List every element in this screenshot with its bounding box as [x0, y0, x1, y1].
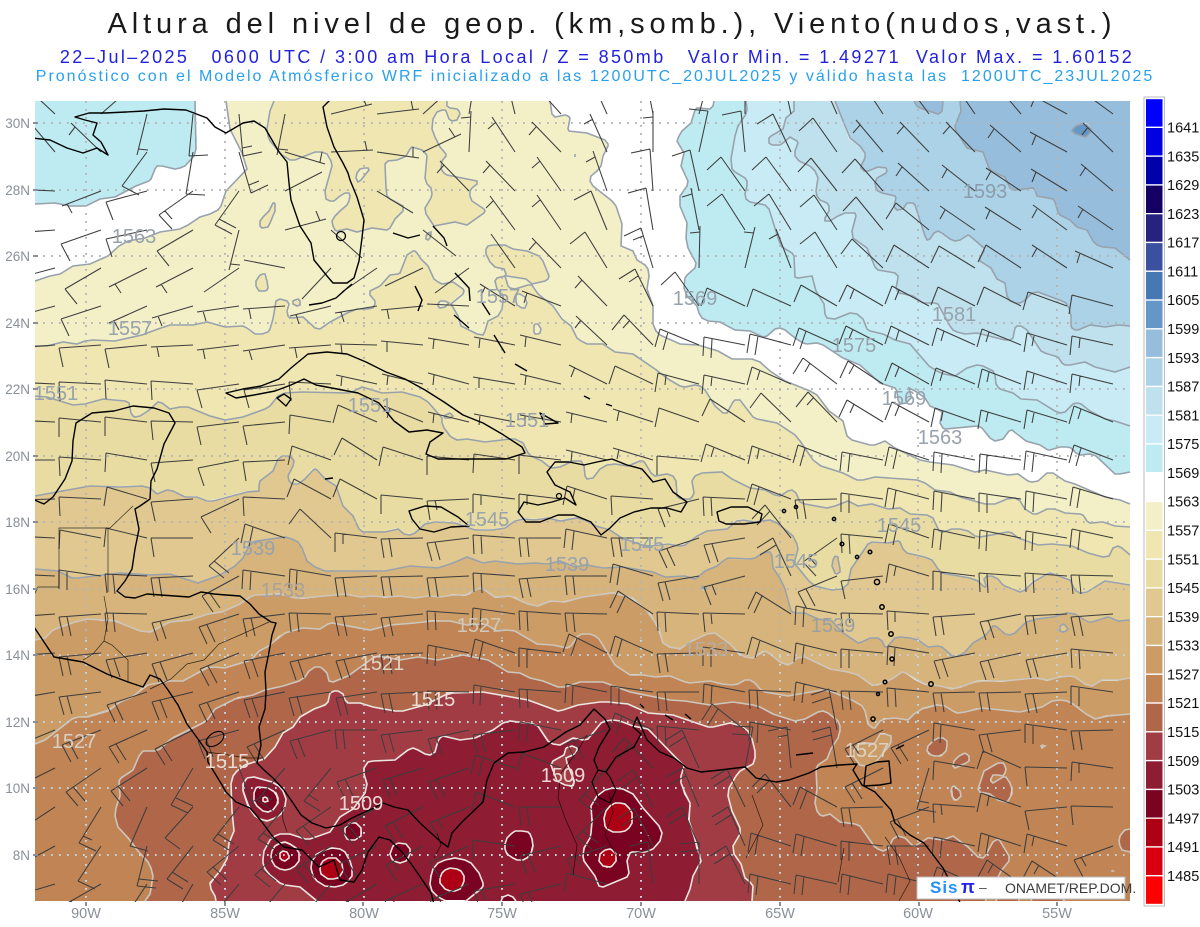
- svg-text:1533: 1533: [1167, 639, 1199, 655]
- svg-text:22–Jul–2025 0600 UTC / 3:00: 22–Jul–2025 0600 UTC / 3:00 am Hora Loca…: [60, 47, 1134, 67]
- svg-text:85W: 85W: [210, 906, 240, 922]
- svg-text:1527: 1527: [1167, 667, 1199, 683]
- svg-text:1587: 1587: [1167, 380, 1199, 396]
- svg-text:Pronóstico con el Modelo Atmós: Pronóstico con el Modelo Atmósferico WRF…: [36, 68, 1154, 85]
- svg-text:1581: 1581: [932, 304, 977, 326]
- svg-text:π: π: [961, 877, 975, 897]
- svg-text:ONAMET/REP.DOM.: ONAMET/REP.DOM.: [1005, 880, 1136, 896]
- svg-text:1539: 1539: [811, 615, 856, 637]
- svg-text:1527: 1527: [52, 731, 97, 753]
- svg-text:–: –: [979, 879, 987, 895]
- svg-text:1509: 1509: [541, 765, 586, 787]
- svg-text:1635: 1635: [1167, 149, 1199, 165]
- svg-text:1611: 1611: [1167, 264, 1198, 280]
- svg-text:90W: 90W: [71, 906, 101, 922]
- svg-text:1563: 1563: [112, 226, 157, 248]
- svg-text:1539: 1539: [1167, 610, 1199, 626]
- svg-text:10N: 10N: [5, 781, 30, 796]
- svg-text:20N: 20N: [5, 449, 30, 464]
- svg-text:1617: 1617: [1167, 236, 1199, 252]
- svg-text:1539: 1539: [231, 538, 276, 560]
- svg-text:1557: 1557: [108, 318, 153, 340]
- svg-text:1551: 1551: [348, 395, 393, 417]
- svg-text:1575: 1575: [832, 335, 877, 357]
- svg-text:30N: 30N: [5, 116, 30, 131]
- svg-text:Sis: Sis: [930, 878, 959, 897]
- svg-text:18N: 18N: [5, 515, 30, 530]
- svg-text:1569: 1569: [673, 288, 718, 310]
- svg-text:1545: 1545: [1167, 581, 1199, 597]
- svg-text:1581: 1581: [1167, 408, 1199, 424]
- svg-text:1497: 1497: [1167, 811, 1199, 827]
- svg-text:1593: 1593: [963, 181, 1008, 203]
- svg-text:14N: 14N: [5, 648, 30, 663]
- svg-text:1545: 1545: [877, 515, 922, 537]
- svg-text:1515: 1515: [1167, 725, 1199, 741]
- svg-text:1551: 1551: [1167, 552, 1199, 568]
- svg-text:1605: 1605: [1167, 293, 1199, 309]
- svg-text:80W: 80W: [349, 906, 379, 922]
- svg-text:1551: 1551: [34, 383, 79, 405]
- svg-text:1557: 1557: [1167, 524, 1199, 540]
- svg-text:1515: 1515: [411, 689, 456, 711]
- svg-text:1527: 1527: [845, 740, 890, 762]
- svg-text:55W: 55W: [1042, 906, 1072, 922]
- svg-text:1521: 1521: [360, 653, 405, 675]
- svg-text:1569: 1569: [1167, 466, 1199, 482]
- svg-text:1503: 1503: [1167, 783, 1199, 799]
- svg-text:1485: 1485: [1167, 869, 1199, 885]
- svg-text:12N: 12N: [5, 715, 30, 730]
- svg-text:1539: 1539: [545, 554, 590, 576]
- svg-text:1563: 1563: [918, 427, 963, 449]
- svg-text:1623: 1623: [1167, 207, 1199, 223]
- svg-text:26N: 26N: [5, 249, 30, 264]
- svg-text:24N: 24N: [5, 316, 30, 331]
- svg-text:Altura del nivel de geop. (km,: Altura del nivel de geop. (km,somb.), Vi…: [108, 8, 1117, 40]
- svg-text:75W: 75W: [487, 906, 517, 922]
- svg-text:1551: 1551: [505, 410, 550, 432]
- svg-text:1557: 1557: [476, 286, 521, 308]
- svg-text:1509: 1509: [1167, 754, 1199, 770]
- svg-text:1563: 1563: [1167, 495, 1199, 511]
- svg-text:1575: 1575: [1167, 437, 1199, 453]
- svg-text:1545: 1545: [465, 509, 510, 531]
- svg-text:1533: 1533: [684, 639, 729, 661]
- svg-text:1515: 1515: [205, 751, 250, 773]
- svg-text:1509: 1509: [339, 793, 384, 815]
- svg-text:8N: 8N: [13, 848, 30, 863]
- svg-text:65W: 65W: [765, 906, 795, 922]
- svg-text:1641: 1641: [1167, 121, 1199, 137]
- svg-text:70W: 70W: [626, 906, 656, 922]
- svg-text:1527: 1527: [457, 615, 502, 637]
- svg-text:22N: 22N: [5, 382, 30, 397]
- svg-text:60W: 60W: [903, 906, 933, 922]
- svg-text:1545: 1545: [774, 551, 819, 573]
- svg-text:1593: 1593: [1167, 351, 1199, 367]
- svg-text:1569: 1569: [882, 388, 927, 410]
- svg-text:1491: 1491: [1167, 840, 1199, 856]
- svg-text:1599: 1599: [1167, 322, 1199, 338]
- svg-text:1533: 1533: [261, 580, 306, 602]
- svg-text:1629: 1629: [1167, 178, 1199, 194]
- svg-text:16N: 16N: [5, 582, 30, 597]
- svg-text:1521: 1521: [1167, 696, 1199, 712]
- svg-text:1545: 1545: [620, 534, 665, 556]
- svg-text:28N: 28N: [5, 183, 30, 198]
